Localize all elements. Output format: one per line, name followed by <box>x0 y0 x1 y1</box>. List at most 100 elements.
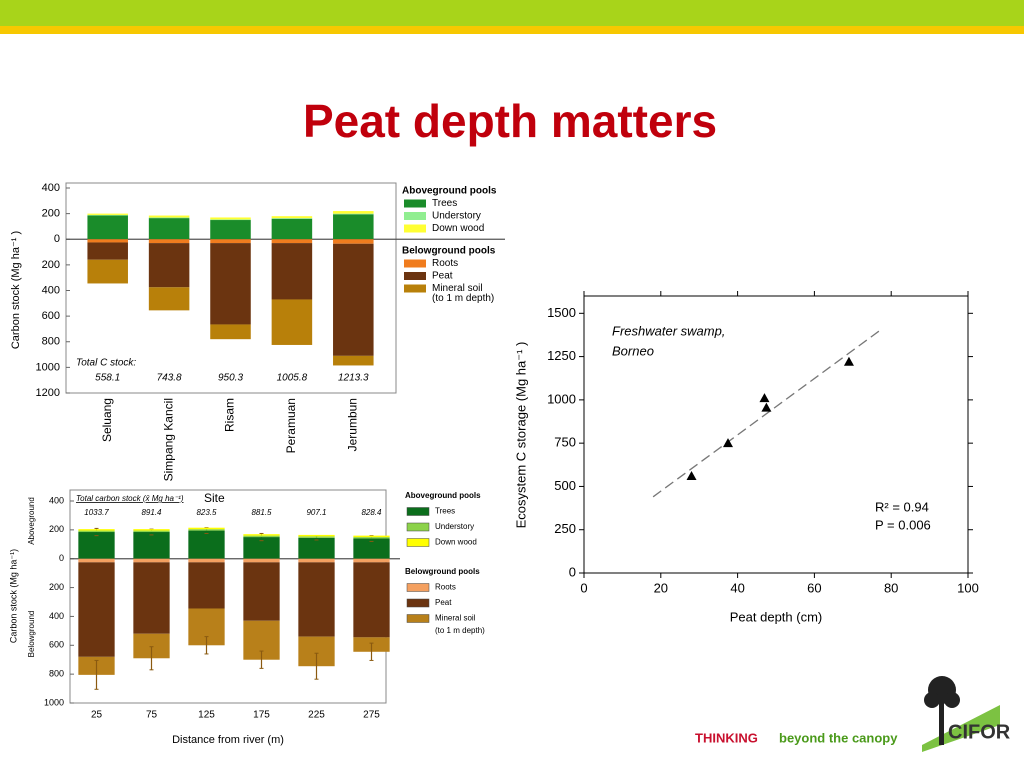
legend-label: Understory <box>435 522 474 531</box>
legend-swatch <box>404 212 426 220</box>
bar-segment <box>188 558 225 563</box>
x-axis-label: Distance from river (m) <box>172 734 284 746</box>
y-tick-label: 500 <box>554 478 576 493</box>
y-tick-label: 0 <box>569 564 576 579</box>
y-tick-label: 1000 <box>547 391 576 406</box>
x-tick-label: 0 <box>580 580 587 595</box>
y-axis-sublabel: Aboveground <box>27 497 36 545</box>
logo: CIFOR <box>922 676 1011 752</box>
plot-frame <box>69 489 387 704</box>
y-tick-label: 0 <box>54 233 60 245</box>
point <box>761 402 772 412</box>
total-label: Total carbon stock (x̄ Mg ha⁻¹) <box>76 494 184 503</box>
bar-segment <box>210 324 251 340</box>
annotation: Borneo <box>612 343 654 358</box>
bar-segment <box>133 530 170 533</box>
bar-segment <box>210 219 251 221</box>
y-tick-label: 1500 <box>547 305 576 320</box>
x-tick-label: 25 <box>91 710 103 721</box>
bar-segment <box>133 532 170 559</box>
bar-segment <box>333 243 374 356</box>
bar-segment <box>243 562 280 621</box>
plot-frame <box>583 295 969 574</box>
total-value: 828.4 <box>361 508 382 517</box>
bar-segment <box>148 239 190 244</box>
point <box>723 438 733 448</box>
x-tick-label: Peramuan <box>284 398 298 453</box>
bar-segment <box>271 299 313 345</box>
bar-segment <box>298 536 335 538</box>
bar-segment <box>243 537 280 559</box>
bar-segment <box>271 218 313 219</box>
y-axis-sublabel: Belowground <box>27 611 36 658</box>
legend-heading: Belowground pools <box>402 246 496 257</box>
bar-segment <box>333 214 374 240</box>
legend-swatch <box>406 583 430 592</box>
y-tick-label: 200 <box>49 582 64 592</box>
legend-swatch <box>404 224 426 233</box>
bar-segment <box>298 534 335 537</box>
legend-swatch <box>406 538 430 547</box>
legend-label: Understory <box>432 211 481 222</box>
footer-tagline: beyond the canopy <box>779 730 898 745</box>
total-label: Total C stock: <box>76 358 136 369</box>
bar-segment <box>271 216 313 219</box>
y-tick-label: 1200 <box>36 387 60 399</box>
bar-segment <box>78 530 115 533</box>
bar-segment <box>78 532 115 559</box>
bar-segment <box>298 558 335 563</box>
bar-segment <box>243 558 280 563</box>
bar-segment <box>87 215 128 240</box>
y-tick-label: 400 <box>42 284 60 296</box>
bar-segment <box>271 239 313 244</box>
legend-label: Down wood <box>435 538 477 547</box>
legend-heading: Aboveground pools <box>405 491 481 500</box>
legend-swatch <box>404 272 426 280</box>
total-value: 823.5 <box>196 508 217 517</box>
bar-segment <box>148 287 190 311</box>
bar-segment <box>148 217 190 219</box>
y-tick-label: 200 <box>42 259 60 271</box>
bar-segment <box>333 355 374 366</box>
y-tick-label: 1250 <box>547 348 576 363</box>
x-tick-label: 80 <box>884 580 898 595</box>
y-tick-label: 1000 <box>36 361 60 373</box>
y-tick-label: 400 <box>49 495 64 505</box>
bar-segment <box>210 217 251 220</box>
x-tick-label: 40 <box>730 580 744 595</box>
y-tick-label: 0 <box>59 553 64 563</box>
legend-label: Mineral soil <box>432 283 483 294</box>
stat: R² = 0.94 <box>875 499 929 514</box>
point <box>759 393 770 403</box>
bar-segment <box>78 562 115 657</box>
bar-segment <box>133 562 170 634</box>
legend-label: Peat <box>435 598 452 607</box>
bar-segment <box>188 527 225 530</box>
bar-segment <box>333 239 374 244</box>
total-value: 743.8 <box>157 373 182 384</box>
legend-swatch <box>406 598 430 608</box>
legend-detail: (to 1 m depth) <box>435 626 485 635</box>
legend-swatch <box>404 259 426 268</box>
trendline <box>652 330 881 498</box>
bar-segment <box>78 529 115 531</box>
total-value: 558.1 <box>95 373 120 384</box>
bar-segment <box>353 538 390 559</box>
point <box>843 356 854 366</box>
logo-trunk <box>939 700 944 745</box>
stat: P = 0.006 <box>875 517 931 532</box>
x-tick-label: Simpang Kancil <box>161 398 175 481</box>
x-tick-label: Jerumbun <box>345 398 359 451</box>
y-axis-label: Carbon stock (Mg ha⁻¹ ) <box>10 231 22 349</box>
total-value: 881.5 <box>251 508 272 517</box>
x-tick-label: Seluang <box>100 398 114 442</box>
legend-swatch <box>406 507 430 516</box>
total-value: 907.1 <box>306 508 326 517</box>
total-value: 1033.7 <box>84 508 109 517</box>
y-axis-label: Ecosystem C storage (Mg ha⁻¹ ) <box>513 342 528 529</box>
bar-segment <box>148 215 190 218</box>
bar-segment <box>243 535 280 538</box>
legend-heading: Aboveground pools <box>402 186 497 197</box>
x-tick-label: Risam <box>223 398 237 432</box>
